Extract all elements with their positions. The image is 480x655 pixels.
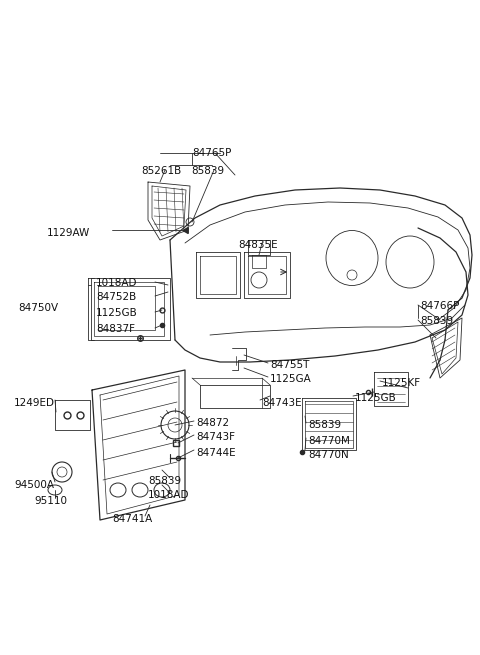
Text: 85839: 85839 <box>191 166 224 176</box>
Text: 1018AD: 1018AD <box>96 278 137 288</box>
Text: 84765P: 84765P <box>192 148 231 158</box>
Text: 84741A: 84741A <box>112 514 152 524</box>
Text: 84770M: 84770M <box>308 436 350 446</box>
Text: 84744E: 84744E <box>196 448 236 458</box>
Text: 84872: 84872 <box>196 418 229 428</box>
Text: 94500A: 94500A <box>14 480 54 490</box>
Text: 1125GA: 1125GA <box>270 374 312 384</box>
Text: 84750V: 84750V <box>18 303 58 313</box>
Text: 84770N: 84770N <box>308 450 349 460</box>
Text: 1125KF: 1125KF <box>382 378 421 388</box>
Text: 95110: 95110 <box>34 496 67 506</box>
Text: 85261B: 85261B <box>141 166 181 176</box>
Text: 84752B: 84752B <box>96 292 136 302</box>
Text: 1249ED: 1249ED <box>14 398 55 408</box>
Text: 84766P: 84766P <box>420 301 459 311</box>
Text: 84755T: 84755T <box>270 360 310 370</box>
Text: 85839: 85839 <box>148 476 181 486</box>
Text: 85839: 85839 <box>308 420 341 430</box>
Text: 1125GB: 1125GB <box>355 393 397 403</box>
Text: 1125GB: 1125GB <box>96 308 138 318</box>
Text: 84743F: 84743F <box>196 432 235 442</box>
Text: 84837F: 84837F <box>96 324 135 334</box>
Text: 84835E: 84835E <box>238 240 277 250</box>
Text: 84743E: 84743E <box>262 398 301 408</box>
Text: 1018AD: 1018AD <box>148 490 190 500</box>
Text: 1129AW: 1129AW <box>47 228 90 238</box>
Text: 85839: 85839 <box>420 316 453 326</box>
